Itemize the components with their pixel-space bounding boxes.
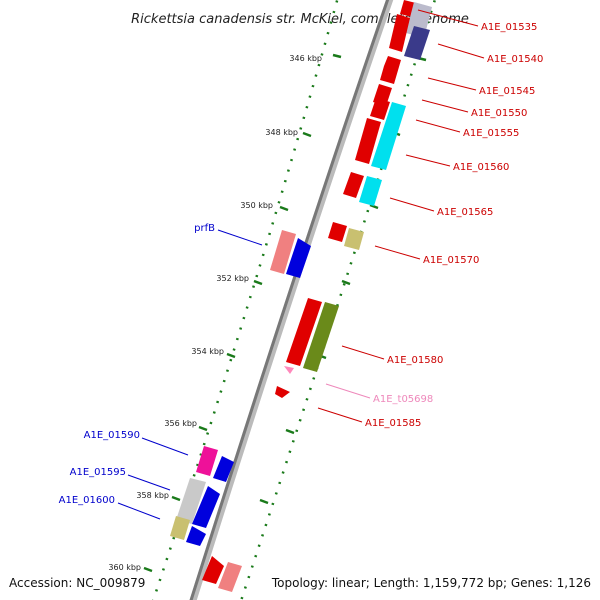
tick-label-358: 358 kbp	[136, 491, 169, 500]
gene-a1e-01555-cyan	[371, 102, 406, 170]
gene-prfb-blue	[286, 238, 311, 278]
gene-bottom-pink	[218, 562, 242, 592]
gene-a1e-01565-cyan	[359, 176, 382, 206]
label-a1e-01570: A1E_01570	[423, 255, 479, 266]
label-a1e-01595: A1E_01595	[70, 467, 126, 478]
inner-ticks	[259, 56, 427, 505]
gene-prfb-pink	[270, 230, 296, 274]
label-a1e-01580: A1E_01580	[387, 355, 443, 366]
gene-a1e-01580-olive	[303, 302, 339, 372]
gene-a1e-01580	[286, 298, 322, 366]
label-a1e-01560: A1E_01560	[453, 162, 509, 173]
tick-label-350: 350 kbp	[240, 201, 273, 210]
label-a1e-01600: A1E_01600	[59, 495, 115, 506]
gene-a1e-01560	[343, 172, 364, 198]
label-a1e-01565: A1E_01565	[437, 207, 493, 218]
gene-a1e-01585	[275, 386, 290, 398]
topology-text: Topology: linear; Length: 1,159,772 bp; …	[271, 576, 591, 590]
label-a1e-01585: A1E_01585	[365, 418, 421, 429]
gene-labels: A1E_01535 A1E_01540 A1E_01545 A1E_01550 …	[59, 22, 544, 506]
gene-features	[170, 0, 432, 592]
label-a1e-01550: A1E_01550	[471, 108, 527, 119]
label-a1e-01535: A1E_01535	[481, 22, 537, 33]
gene-a1e-01570	[328, 222, 347, 242]
tick-label-348: 348 kbp	[265, 128, 298, 137]
accession-text: Accession: NC_009879	[9, 576, 145, 590]
label-a1e-01545: A1E_01545	[479, 86, 535, 97]
label-a1e-t05698: A1E_t05698	[373, 394, 433, 405]
gene-bottom-red	[202, 556, 224, 584]
tick-label-354: 354 kbp	[191, 347, 224, 356]
gene-a1e-01590-magenta	[196, 446, 218, 476]
gene-a1e-01570-olive	[344, 228, 364, 250]
kbp-tick-labels: 346 kbp 348 kbp 350 kbp 352 kbp 354 kbp …	[108, 54, 322, 572]
label-a1e-01540: A1E_01540	[487, 54, 543, 65]
label-prfb: prfB	[194, 223, 215, 234]
gene-a1e-01595-blue	[192, 486, 220, 528]
gene-a1e-01555	[355, 118, 381, 164]
label-a1e-01590: A1E_01590	[84, 430, 140, 441]
gene-a1e-t05698	[284, 366, 294, 374]
major-ticks	[143, 53, 342, 573]
gene-a1e-01545	[380, 56, 401, 84]
gene-a1e-01550b	[370, 98, 390, 120]
label-a1e-01555: A1E_01555	[463, 128, 519, 139]
gene-a1e-01540-purple	[404, 26, 430, 60]
gene-a1e-01600-blue	[186, 526, 206, 546]
gene-a1e-01595-gray	[176, 478, 206, 524]
label-leaders	[117, 9, 485, 520]
tick-label-360: 360 kbp	[108, 563, 141, 572]
tick-label-356: 356 kbp	[164, 419, 197, 428]
gene-a1e-01590-blue	[213, 456, 234, 482]
tick-label-352: 352 kbp	[216, 274, 249, 283]
gene-a1e-01600-olive	[170, 516, 190, 540]
genome-backbone	[189, 0, 394, 600]
gene-a1e-01540	[389, 14, 410, 52]
tick-label-346: 346 kbp	[289, 54, 322, 63]
